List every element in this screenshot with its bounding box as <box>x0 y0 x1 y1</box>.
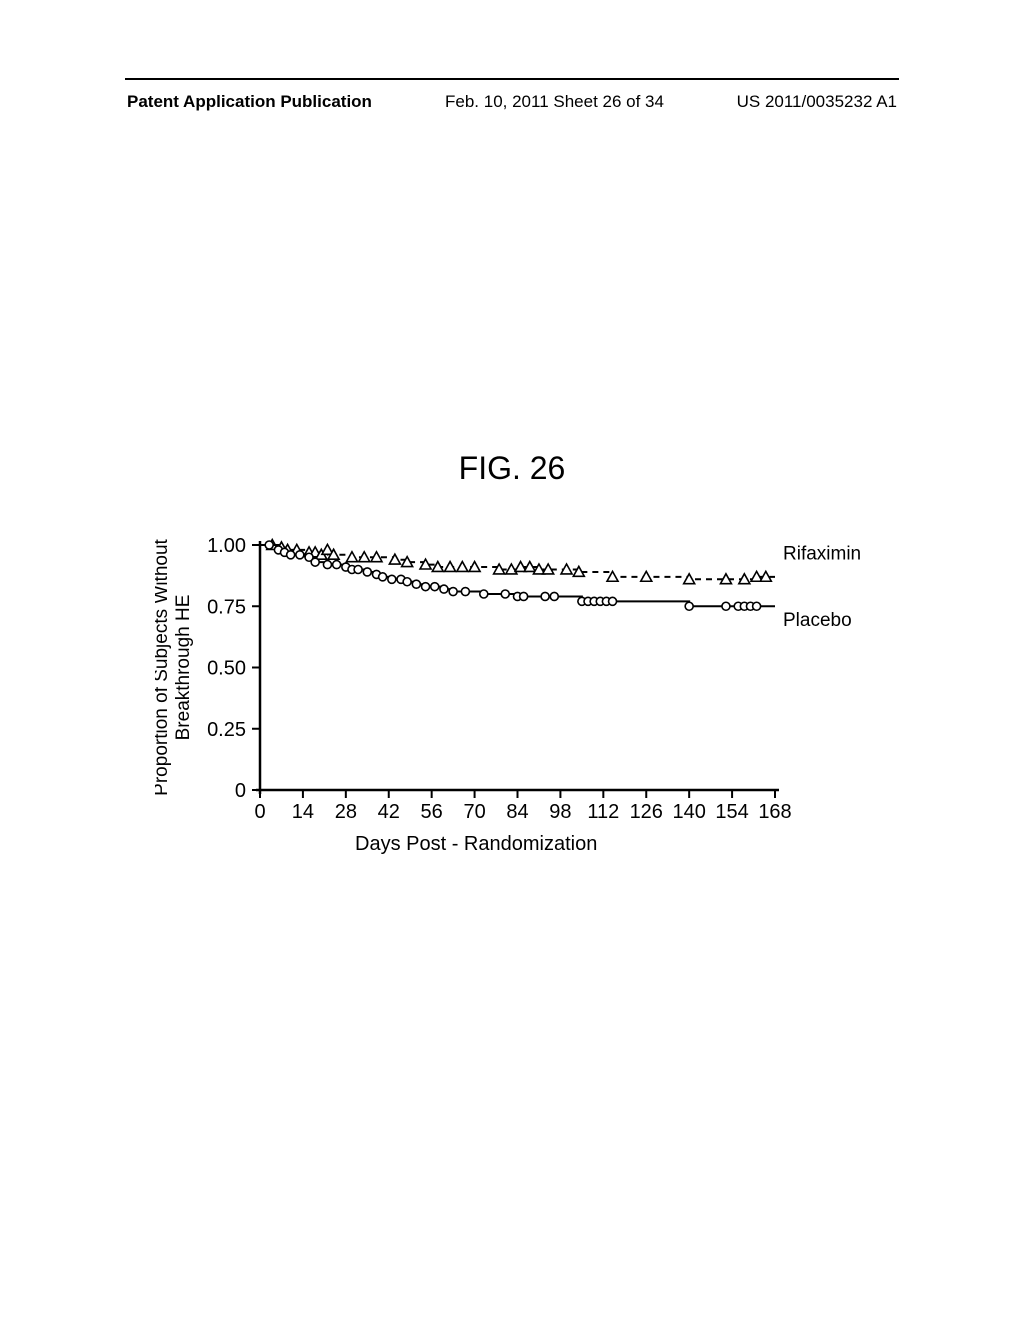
svg-text:Breakthrough HE: Breakthrough HE <box>173 595 194 741</box>
svg-text:0: 0 <box>235 780 246 802</box>
svg-text:70: 70 <box>463 801 485 823</box>
figure-title: FIG. 26 <box>0 450 1024 487</box>
svg-text:42: 42 <box>378 801 400 823</box>
svg-text:98: 98 <box>549 801 571 823</box>
svg-text:0.25: 0.25 <box>207 719 246 741</box>
header-patent-number: US 2011/0035232 A1 <box>737 92 897 112</box>
svg-text:140: 140 <box>672 801 705 823</box>
svg-text:56: 56 <box>421 801 443 823</box>
svg-text:126: 126 <box>630 801 663 823</box>
svg-text:Rifaximin: Rifaximin <box>783 544 861 565</box>
svg-text:112: 112 <box>587 801 619 823</box>
svg-text:14: 14 <box>292 801 314 823</box>
chart-svg: 0 0.25 0.50 0.75 1.00 0 14 28 42 56 70 84 98 112 126 14… <box>155 530 895 840</box>
svg-text:Proportion of Subjects Without: Proportion of Subjects Without <box>155 538 172 795</box>
x-axis-label: Days Post - Randomization <box>355 833 597 856</box>
svg-text:Placebo: Placebo <box>783 610 852 631</box>
svg-text:0.50: 0.50 <box>207 658 246 680</box>
svg-text:0: 0 <box>254 801 265 823</box>
header-rule <box>125 78 899 80</box>
svg-text:28: 28 <box>335 801 357 823</box>
svg-text:154: 154 <box>715 801 748 823</box>
header-date-sheet: Feb. 10, 2011 Sheet 26 of 34 <box>445 92 664 112</box>
svg-text:168: 168 <box>758 801 791 823</box>
survival-chart: 0 0.25 0.50 0.75 1.00 0 14 28 42 56 70 84 98 112 126 14… <box>155 530 895 840</box>
svg-text:1.00: 1.00 <box>207 535 246 557</box>
svg-text:0.75: 0.75 <box>207 596 246 618</box>
header-publication: Patent Application Publication <box>127 92 372 112</box>
svg-text:84: 84 <box>506 801 528 823</box>
